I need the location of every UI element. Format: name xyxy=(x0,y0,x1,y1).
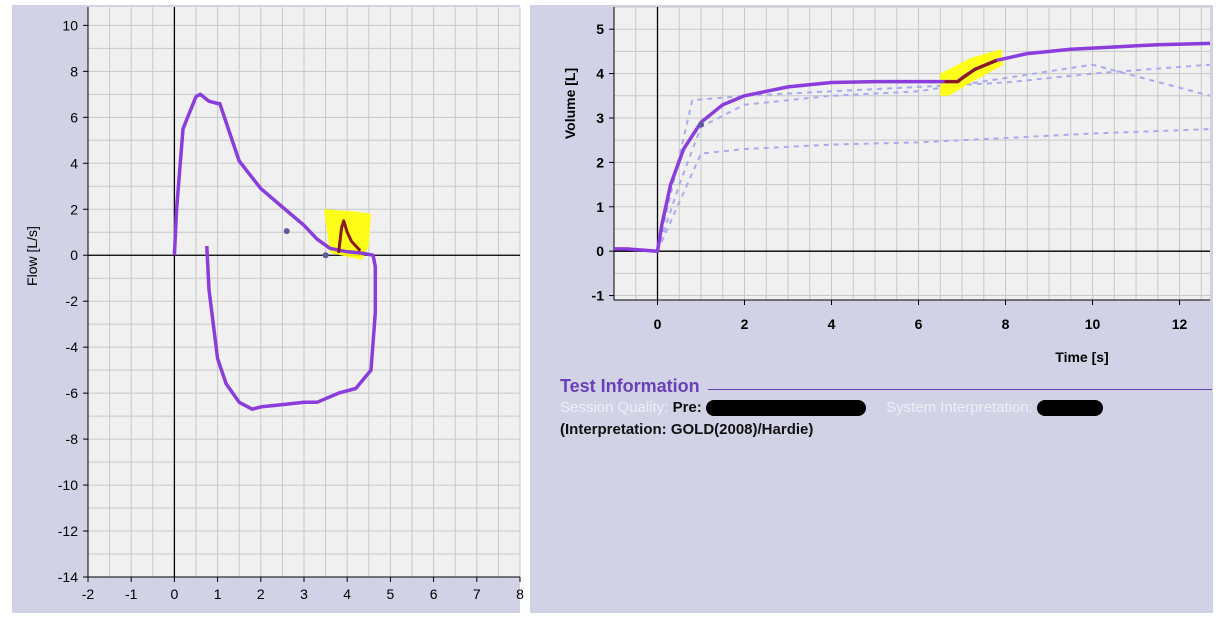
x-axis-title: Time [s] xyxy=(1055,349,1108,365)
x-tick-label: -2 xyxy=(82,586,95,602)
x-tick-label: 6 xyxy=(915,316,923,332)
x-tick-label: 8 xyxy=(1002,316,1010,332)
reference-curve xyxy=(656,63,1211,252)
interpretation-text: (Interpretation: GOLD(2008)/Hardie) xyxy=(560,421,814,438)
y-tick-label: 4 xyxy=(596,66,604,82)
x-tick-label: 7 xyxy=(473,586,481,602)
x-tick-label: 2 xyxy=(741,316,749,332)
test-information-title: Test Information xyxy=(560,376,708,397)
y-tick-label: -6 xyxy=(66,385,79,401)
highlighted-curve-segment xyxy=(944,58,998,84)
session-quality-row: Session Quality: Pre: System Interpretat… xyxy=(560,397,1212,419)
y-tick-label: 0 xyxy=(596,243,604,259)
test-information-section: Test Information Session Quality: Pre: S… xyxy=(560,376,1212,441)
y-tick-label: 1 xyxy=(596,199,604,215)
x-tick-label: 3 xyxy=(300,586,308,602)
y-tick-label: -4 xyxy=(66,339,79,355)
x-tick-label: 2 xyxy=(257,586,265,602)
x-tick-label: 8 xyxy=(516,586,524,602)
y-tick-label: 0 xyxy=(70,247,78,263)
y-tick-label: 2 xyxy=(70,201,78,217)
y-tick-label: 3 xyxy=(596,110,604,126)
x-tick-label: 4 xyxy=(343,586,351,602)
data-point xyxy=(283,228,290,235)
x-tick-label: 12 xyxy=(1172,316,1188,332)
x-tick-label: 0 xyxy=(654,316,662,332)
reference-curve xyxy=(656,128,1211,252)
volume-time-curve xyxy=(614,41,1211,253)
y-tick-label: 6 xyxy=(70,109,78,125)
session-quality-label: Session Quality: xyxy=(560,399,669,416)
y-tick-label: -1 xyxy=(592,288,605,304)
reference-curve xyxy=(656,63,1211,252)
y-tick-label: 10 xyxy=(62,17,78,33)
y-tick-label: 8 xyxy=(70,63,78,79)
data-point xyxy=(322,252,329,259)
y-tick-label: -2 xyxy=(66,293,79,309)
redaction-mark xyxy=(705,400,866,417)
y-tick-label: -12 xyxy=(58,523,78,539)
x-tick-label: 1 xyxy=(214,586,222,602)
x-tick-label: 6 xyxy=(430,586,438,602)
system-interpretation-label: System Interpretation: xyxy=(886,399,1033,416)
x-tick-label: 5 xyxy=(387,586,395,602)
highlighted-curve-segment xyxy=(337,219,362,254)
x-tick-label: 4 xyxy=(828,316,836,332)
y-tick-label: -8 xyxy=(66,431,79,447)
x-tick-label: -1 xyxy=(125,586,138,602)
y-tick-label: -10 xyxy=(58,477,78,493)
data-point xyxy=(698,121,705,128)
pre-label: Pre: xyxy=(672,399,702,416)
y-tick-label: 2 xyxy=(596,154,604,170)
flow-volume-curve xyxy=(172,92,378,411)
y-tick-label: 4 xyxy=(70,155,78,171)
x-tick-label: 10 xyxy=(1085,316,1101,332)
redaction-mark xyxy=(1037,400,1103,417)
x-tick-label: 0 xyxy=(171,586,179,602)
y-tick-label: 5 xyxy=(596,21,604,37)
y-axis-title: Volume [L] xyxy=(562,68,578,139)
y-axis-title: Flow [L/s] xyxy=(24,226,40,286)
section-divider xyxy=(560,389,1212,390)
y-tick-label: -14 xyxy=(58,569,78,585)
